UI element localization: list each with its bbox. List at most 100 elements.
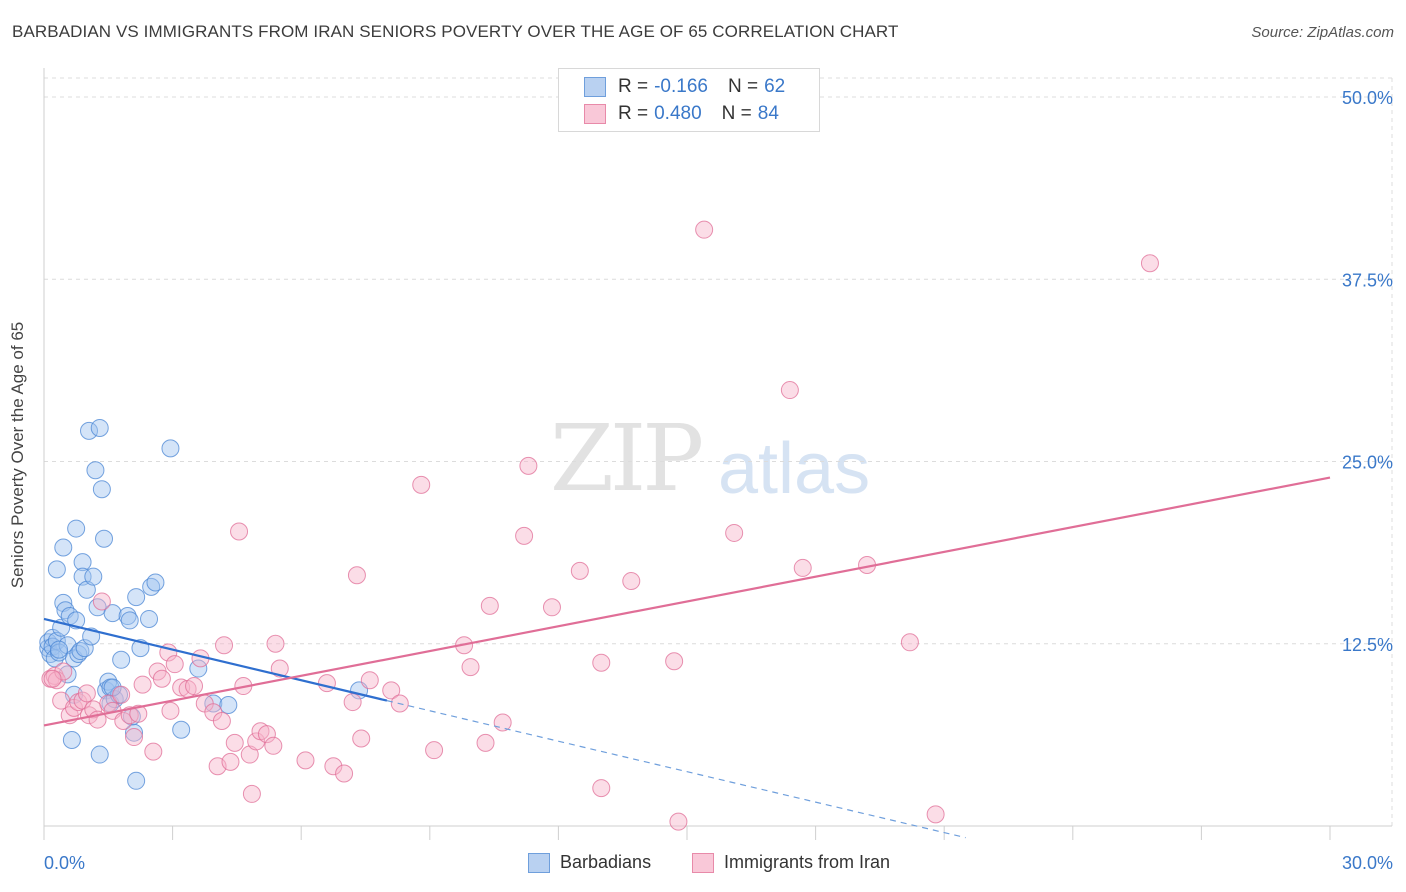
barbadian-point [90,418,109,437]
iran-point [347,566,366,585]
barbadian-point [219,695,238,714]
iran-point [324,757,343,776]
iran-point [1140,254,1159,273]
grid-lines [44,77,1393,826]
barbadian-point [75,639,94,658]
iran-point [129,704,148,723]
iran-point [476,733,495,752]
iran-point [212,712,231,731]
iran-point [125,728,144,747]
barbadian-trend-line [43,617,388,702]
legend-row-barbadians: R = -0.166 N = 62 [584,75,785,99]
iran-point [335,764,354,783]
series-label-iran: Immigrants from Iran [724,852,891,872]
iran-point [570,561,589,580]
iran-point [360,671,379,690]
legend-r-value: 0.480 [654,103,702,124]
legend-row-iran: R = 0.480 N = 84 [584,102,779,126]
iran-point [592,653,611,672]
iran-point [622,572,641,591]
iran-point [221,752,240,771]
iran-point [230,522,249,541]
watermark-zip: ZIP [550,405,704,512]
iran-point [352,729,371,748]
legend-n-label: N = [727,76,759,97]
iran-point [343,693,362,712]
iran-point [725,523,744,542]
series-swatch-iran [692,852,714,873]
iran-point [270,659,289,678]
iran-point [519,456,538,475]
barbadian-point [146,573,165,592]
iran-point [926,805,945,824]
barbadian-point [84,567,103,586]
barbadian-point [92,480,111,499]
iran-point [900,633,919,652]
iran-point [247,732,266,751]
y-tick-label: 37.5% [1342,270,1393,290]
iran-point [144,742,163,761]
series-label-barbadians: Barbadians [560,852,652,872]
legend-n-value: 62 [764,76,786,97]
tick-labels: 12.5% 25.0% 37.5% 50.0% 0.0% 30.0% [44,88,1393,873]
barbadian-point [127,771,146,790]
legend-n-value: 84 [757,103,779,124]
barbadian-point [140,609,159,628]
iran-point [793,558,812,577]
data-points [39,220,1159,831]
iran-point [665,652,684,671]
iran-point [92,592,111,611]
barbadian-point [77,580,96,599]
correlation-legend: R = -0.166 N = 62 R = 0.480 N = 84 [558,68,820,132]
barbadian-point [67,519,86,538]
chart-title: BARBADIAN VS IMMIGRANTS FROM IRAN SENIOR… [12,22,899,41]
legend-n-label: N = [721,103,752,124]
source-credit: Source: ZipAtlas.com [1251,24,1394,41]
iran-point [317,674,336,693]
series-legend-iran[interactable]: Immigrants from Iran [692,852,890,873]
y-axis-label: Seniors Poverty Over the Age of 65 [8,321,27,589]
barbadian-point [120,611,139,630]
iran-point [257,725,276,744]
iran-point [112,685,131,704]
barbadian-point [62,730,81,749]
iran-trend-line [43,476,1331,727]
trend-lines [43,476,1331,839]
barbadian-point [172,720,191,739]
barbadian-point [80,421,99,440]
iran-point [165,655,184,674]
y-tick-label: 12.5% [1342,635,1393,655]
iran-point [172,678,191,697]
iran-point [43,669,62,688]
barbadian-trend-extension [386,700,966,839]
watermark-atlas: atlas [718,429,871,509]
series-swatch-barbadians [528,852,550,873]
iran-point [161,701,180,720]
barbadian-point [73,553,92,572]
barbadian-point [47,560,66,579]
iran-point [461,658,480,677]
barbadian-point [90,745,109,764]
iran-point [77,684,96,703]
x-tick-label: 30.0% [1342,853,1393,873]
x-tick-label: 0.0% [44,853,85,873]
source-prefix: Source: [1251,24,1308,41]
iran-point [412,475,431,494]
legend-swatch-iran [584,104,606,124]
barbadian-point [161,439,180,458]
source-name: ZipAtlas.com [1307,24,1394,41]
iran-point [780,381,799,400]
legend-swatch-barbadians [584,77,606,97]
y-tick-label: 50.0% [1342,88,1393,108]
barbadian-point [103,604,122,623]
iran-point [185,677,204,696]
iran-point [669,812,688,831]
legend-r-label: R = [618,103,649,124]
iran-point [425,741,444,760]
barbadian-point [50,640,69,659]
iran-point [296,751,315,770]
iran-point [215,636,234,655]
iran-point [266,634,285,653]
series-legend-barbadians[interactable]: Barbadians [528,852,651,873]
